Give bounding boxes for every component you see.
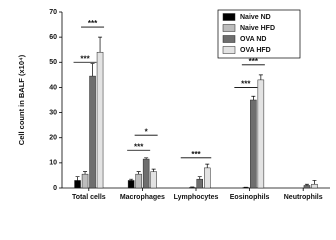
error-bar (83, 171, 88, 175)
error-bar (205, 163, 210, 168)
bar (189, 187, 196, 189)
error-bar (258, 74, 263, 80)
error-bar (136, 171, 141, 175)
error-bar (251, 95, 256, 100)
error-bar (190, 186, 195, 188)
error-bar (98, 36, 103, 53)
y-tick-label: 10 (49, 160, 57, 167)
legend-label: OVA HFD (240, 47, 271, 54)
legend-swatch (222, 24, 236, 32)
y-axis-label: Cell count in BALF (x10⁴) (17, 54, 26, 145)
bar (250, 99, 257, 189)
bar (311, 183, 318, 189)
significance-label: *** (249, 57, 259, 66)
legend-label: Naive ND (240, 14, 271, 21)
significance-label: * (145, 127, 149, 136)
legend-swatch (222, 35, 236, 43)
significance-label: *** (191, 150, 201, 159)
bar (142, 158, 150, 189)
bar (89, 75, 96, 189)
x-tick-label: Macrophages (120, 194, 165, 201)
bar (196, 178, 203, 189)
legend-label: OVA ND (240, 36, 266, 43)
error-bar (144, 157, 149, 160)
significance-label: *** (88, 19, 98, 28)
bar (204, 167, 211, 189)
bar (150, 171, 157, 189)
error-bar (90, 63, 95, 77)
error-bar (129, 178, 134, 181)
bar (74, 180, 81, 189)
y-tick-label: 70 (49, 9, 57, 16)
bar (127, 180, 135, 189)
y-tick-label: 30 (49, 109, 57, 116)
y-tick-label: 0 (53, 185, 57, 192)
error-bar (197, 176, 202, 180)
y-tick-label: 50 (49, 59, 57, 66)
bar (81, 173, 89, 189)
error-bar (304, 183, 309, 186)
legend-label: Naive HFD (240, 25, 275, 32)
legend-swatch (222, 13, 236, 21)
x-tick-label: Eosinophils (230, 194, 270, 201)
x-tick-label: Lymphocytes (174, 194, 219, 201)
x-tick-label: Total cells (72, 194, 106, 201)
bar (257, 79, 265, 189)
error-bar (151, 168, 156, 172)
bar (135, 173, 142, 189)
error-bar (75, 176, 80, 181)
x-tick-label: Neutrophils (284, 194, 323, 201)
y-tick-label: 20 (49, 135, 57, 142)
bar (303, 185, 311, 189)
error-bar (312, 180, 317, 185)
legend-swatch (222, 46, 236, 54)
bar (96, 51, 104, 189)
chart: Cell count in BALF (x10⁴) 0 10 20 30 40 50 60 7… (17, 9, 330, 201)
significance-label: *** (134, 142, 144, 151)
significance-label: *** (80, 54, 90, 63)
y-tick-label: 40 (49, 84, 57, 91)
y-tick-label: 60 (49, 34, 57, 41)
significance-label: *** (241, 80, 251, 89)
